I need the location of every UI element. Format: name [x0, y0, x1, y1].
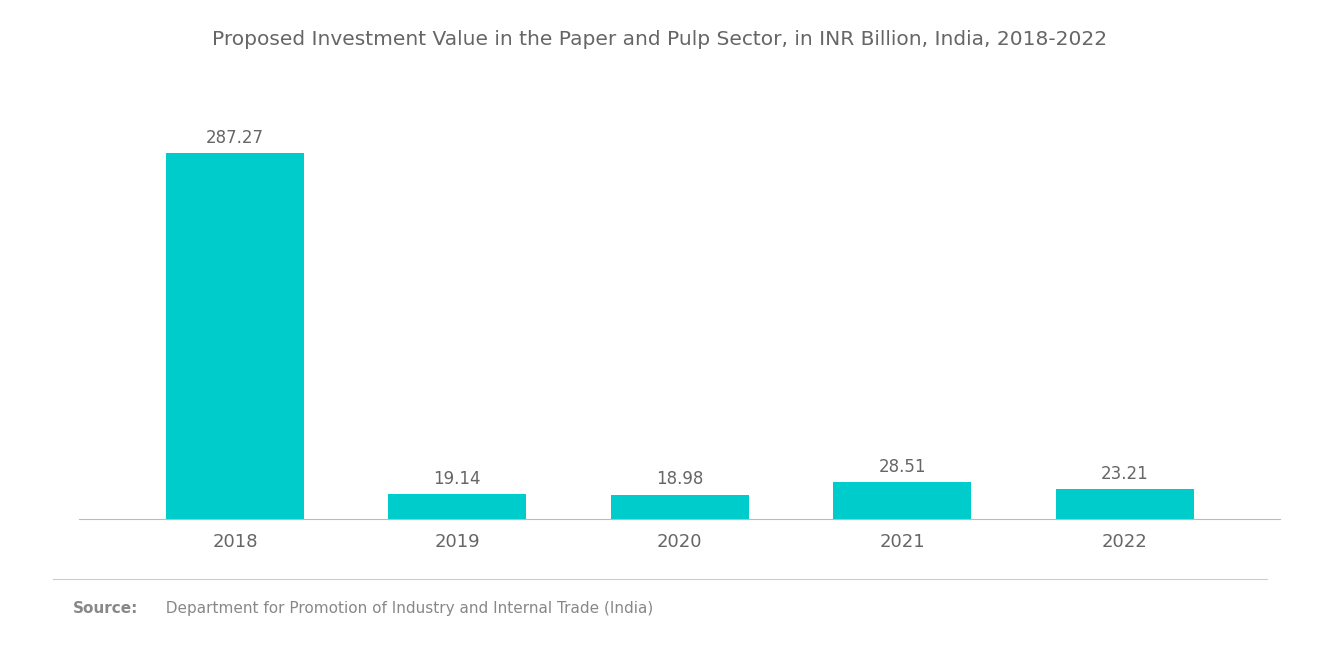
Bar — [611, 495, 748, 519]
Bar — [388, 494, 527, 519]
Bar — [166, 154, 304, 519]
Text: Source:: Source: — [73, 601, 139, 616]
Text: 287.27: 287.27 — [206, 129, 264, 147]
Bar — [833, 482, 972, 519]
Text: 23.21: 23.21 — [1101, 465, 1148, 483]
Text: 28.51: 28.51 — [879, 458, 927, 476]
Text: Department for Promotion of Industry and Internal Trade (India): Department for Promotion of Industry and… — [156, 601, 653, 616]
Text: Proposed Investment Value in the Paper and Pulp Sector, in INR Billion, India, 2: Proposed Investment Value in the Paper a… — [213, 30, 1107, 49]
Text: 18.98: 18.98 — [656, 470, 704, 488]
Bar — [1056, 489, 1193, 519]
Text: 19.14: 19.14 — [433, 470, 480, 488]
